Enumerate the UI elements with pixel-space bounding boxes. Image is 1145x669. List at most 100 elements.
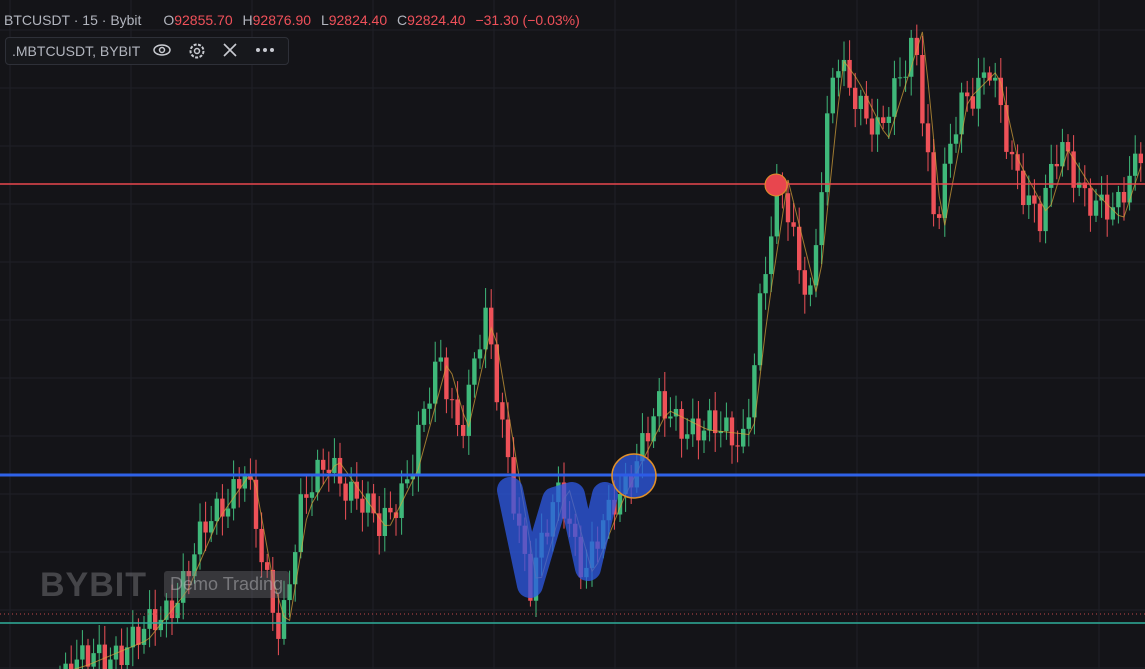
candle-body	[1009, 151, 1015, 155]
candle-body	[953, 134, 959, 144]
candle-body	[1127, 175, 1132, 203]
candle-body	[993, 77, 998, 81]
candle-body	[1071, 151, 1076, 188]
candle-body	[735, 445, 740, 447]
candle-body	[724, 417, 729, 432]
candle-body	[343, 483, 348, 501]
indicator-label: .MBTCUSDT, BYBIT	[12, 43, 141, 59]
candle-body	[909, 37, 914, 77]
more-icon[interactable]	[254, 42, 276, 58]
candle-body	[248, 475, 253, 480]
candle-body	[466, 384, 471, 436]
settings-icon[interactable]	[188, 42, 206, 60]
candle-body	[931, 152, 936, 215]
candle-body	[1015, 154, 1020, 171]
candle-body	[91, 653, 96, 667]
candle-body	[1138, 153, 1143, 164]
candle-body	[685, 434, 690, 439]
candle-body	[293, 552, 298, 585]
ohlc-value: 92855.70	[174, 12, 233, 28]
candle-body	[309, 492, 315, 498]
breakout-marker	[611, 453, 657, 499]
candle-body	[281, 600, 287, 639]
candle-body	[797, 226, 802, 271]
candle-body	[265, 562, 270, 570]
candle-body	[321, 459, 326, 470]
candle-body	[298, 494, 303, 553]
eye-icon[interactable]	[152, 42, 172, 58]
candle-body	[701, 430, 707, 441]
w-pattern	[497, 477, 618, 598]
candle-body	[769, 236, 774, 275]
candle-body	[757, 293, 763, 366]
candle-body	[203, 521, 208, 533]
candle-body	[97, 644, 102, 654]
candle-body	[864, 95, 869, 119]
candle-body	[220, 498, 225, 517]
candle-body	[819, 192, 824, 246]
candle-body	[360, 498, 365, 513]
candle-body	[746, 417, 751, 429]
candle-body	[830, 77, 835, 114]
candle-body	[657, 391, 662, 417]
ohlc-key: L	[320, 12, 329, 28]
candle-body	[640, 433, 645, 462]
candle-body	[981, 72, 987, 78]
candle-body	[69, 663, 74, 669]
candle-body	[1133, 153, 1138, 176]
candle-body	[668, 416, 673, 419]
candle-body	[85, 645, 91, 667]
candle-body	[1037, 203, 1043, 232]
candle-body	[1082, 182, 1087, 189]
candle-body	[276, 612, 281, 639]
candle-body	[718, 431, 723, 434]
candle-body	[141, 628, 147, 645]
ohlc-value: 92824.40	[407, 12, 466, 28]
candle-body	[841, 59, 847, 72]
candle-body	[158, 619, 163, 631]
candle-body	[500, 402, 505, 420]
close-icon[interactable]	[222, 42, 238, 58]
candle-body	[875, 117, 880, 135]
candle-body	[399, 483, 404, 518]
candle-body	[617, 493, 623, 515]
touch-marker	[764, 173, 788, 197]
candle-body	[662, 391, 667, 419]
candle-body	[365, 493, 371, 513]
candle-body	[438, 357, 443, 362]
candle-body	[808, 285, 813, 295]
candle-body	[1060, 142, 1065, 167]
candle-body	[914, 37, 919, 55]
candle-body	[337, 457, 343, 484]
candle-body	[237, 479, 242, 489]
candle-body	[181, 571, 186, 603]
candle-body	[1026, 195, 1031, 206]
candle-body	[489, 307, 494, 345]
candle-body	[175, 602, 180, 619]
candle-body	[136, 626, 141, 645]
candle-body	[354, 481, 359, 499]
candle-body	[1110, 207, 1115, 220]
candle-body	[153, 609, 158, 631]
candle-body	[763, 274, 768, 294]
candle-body	[825, 113, 830, 193]
candle-body	[455, 399, 460, 425]
candle-body	[477, 349, 483, 359]
candle-body	[1004, 105, 1009, 152]
candle-body	[679, 408, 684, 439]
candle-body	[192, 554, 197, 577]
indicator-legend: .MBTCUSDT, BYBIT	[5, 37, 289, 65]
candle-body	[393, 512, 399, 518]
candle-body	[690, 418, 695, 435]
ohlc-value: 92876.90	[252, 12, 312, 28]
candle-body	[998, 77, 1003, 106]
symbol-header: BTCUSDT · 15 · Bybit O92855.70 H92876.90…	[4, 12, 586, 28]
candle-body	[836, 71, 841, 78]
candle-body	[125, 647, 130, 666]
candle-body	[903, 76, 908, 78]
candle-body	[287, 584, 292, 601]
candle-body	[113, 645, 119, 660]
candle-body	[214, 498, 219, 522]
watermark-brand: BYBIT	[40, 566, 147, 604]
candle-body	[410, 473, 415, 480]
